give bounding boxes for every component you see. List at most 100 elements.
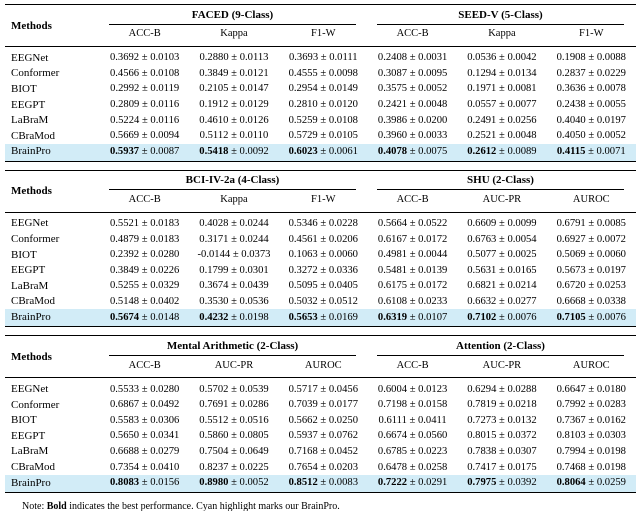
mean-value: 0.0536 [467,52,497,64]
metric-column-header: AUC-PR [457,190,547,213]
value-cell: 0.5664 ± 0.0522 [377,217,448,229]
value-cell: 0.4078 ± 0.0075 [367,143,458,162]
mean-value: 0.7992 [556,399,586,411]
mean-value: 0.8083 [109,477,140,489]
value-cell: 0.4610 ± 0.0126 [199,114,269,126]
metric-column-header: AUROC [278,355,368,379]
value-cell: 0.6609 ± 0.0099 [467,217,537,229]
value-cell: 0.1799 ± 0.0301 [199,264,269,276]
mean-value: 0.3849 [109,264,140,276]
value-cell: 0.4879 ± 0.0183 [109,233,180,245]
value-cell: 0.3692 ± 0.0103 [109,52,180,64]
mean-value: 0.7691 [199,399,229,411]
value-cell: 0.2612 ± 0.0089 [457,143,547,162]
mean-value: 0.8512 [288,477,318,489]
value-cell: 0.6720 ± 0.0253 [556,280,626,292]
value-cell: 0.2421 ± 0.0048 [377,99,448,111]
value-cell: 0.5729 ± 0.0105 [288,130,358,142]
table-row-brainpro: BrainPro 0.5937 ± 0.0087 0.5418 ± 0.0092 0.… [5,143,636,162]
mean-value: 0.3674 [199,280,229,292]
value-cell: 0.6867 ± 0.0492 [109,399,180,411]
value-cell: 0.7654 ± 0.0203 [288,461,358,473]
value-cell: 0.6175 ± 0.0172 [377,280,448,292]
value-cell: 0.6763 ± 0.0054 [467,233,537,245]
mean-value: 0.3530 [199,295,229,307]
method-name: EEGPT [11,264,46,277]
value-cell: 0.3171 ± 0.0244 [199,233,269,245]
mean-value: 0.6111 [378,414,407,426]
value-cell: 0.5259 ± 0.0108 [288,114,358,126]
value-cell: 0.5069 ± 0.0060 [556,249,626,261]
metric-column-header: F1-W [546,24,636,47]
table-row-brainpro: BrainPro 0.5674 ± 0.0148 0.4232 ± 0.0198 0.… [5,309,636,327]
mean-value: 0.5664 [377,217,408,229]
mean-value: 0.5937 [109,145,140,157]
mean-value: 0.2408 [377,52,408,64]
metric-column-header: ACC-B [367,24,458,47]
value-cell: 0.7992 ± 0.0283 [556,399,626,411]
metric-column-header: ACC-B [100,190,190,213]
mean-value: 0.6763 [467,233,497,245]
value-cell: 0.6821 ± 0.0214 [467,280,537,292]
mean-value: 0.1799 [199,264,229,276]
value-cell: 0.7102 ± 0.0076 [457,309,547,327]
table-row-conformer: Conformer 0.4566 ± 0.0108 0.3849 ± 0.0121 0… [5,66,636,82]
metric-column-header: ACC-B [367,190,458,213]
method-name: BIOT [11,82,37,95]
value-cell: 0.5669 ± 0.0094 [109,130,180,142]
mean-value: 0.6023 [288,145,318,157]
value-cell: 0.7994 ± 0.0198 [556,445,626,457]
metric-column-header: ACC-B [100,355,190,379]
value-cell: 0.2105 ± 0.0147 [199,83,269,95]
mean-value: 0.3636 [556,83,586,95]
metric-column-header: AUC-PR [189,355,279,379]
value-cell: 0.5583 ± 0.0306 [109,414,180,426]
dataset-group-title: Mental Arithmetic (2-Class) [109,337,356,356]
value-cell: 0.6004 ± 0.0123 [377,383,448,395]
value-cell: 0.7354 ± 0.0410 [109,461,180,473]
value-cell: 0.3272 ± 0.0336 [288,264,358,276]
mean-value: 0.3087 [377,67,408,79]
mean-value: 0.3960 [377,130,408,142]
method-name: EEGPT [11,98,46,111]
mean-value: 0.7819 [467,399,497,411]
method-name: LaBraM [11,114,49,127]
table-row-biot: BIOT 0.2392 ± 0.0280 -0.0144 ± 0.0373 0.106… [5,247,636,263]
dataset-group-header: SEED-V (5-Class) [368,5,636,25]
mean-value: 0.5224 [110,114,140,126]
value-cell: 0.4050 ± 0.0052 [556,130,626,142]
mean-value: 0.7168 [288,445,318,457]
mean-value: 0.2810 [288,99,318,111]
mean-value: 0.7354 [109,461,140,473]
value-cell: 0.5860 ± 0.0805 [199,430,269,442]
value-cell: 0.5077 ± 0.0025 [467,249,537,261]
methods-column-header: Methods [5,4,101,47]
mean-value: 0.5418 [199,145,229,157]
value-cell: 0.7468 ± 0.0198 [556,461,626,473]
mean-value: 0.7105 [556,311,586,323]
mean-value: 0.5095 [288,280,318,292]
value-cell: 0.2992 ± 0.0119 [110,83,180,95]
value-cell: 0.5032 ± 0.0512 [288,295,358,307]
mean-value: 0.7504 [199,445,229,457]
value-cell: 0.0536 ± 0.0042 [467,52,537,64]
mean-value: 0.8015 [467,430,497,442]
value-cell: 0.4115 ± 0.0071 [546,143,636,162]
mean-value: 0.5673 [556,264,586,276]
value-cell: 0.5112 ± 0.0110 [199,130,269,142]
mean-value: 0.7994 [556,445,586,457]
value-cell: 0.5662 ± 0.0250 [288,414,358,426]
metric-column-header: Kappa [189,190,279,213]
value-cell: 0.6319 ± 0.0107 [367,309,458,327]
metric-column-header: Kappa [189,24,279,47]
value-cell: 0.5095 ± 0.0405 [288,280,358,292]
dataset-group-title: SHU (2-Class) [376,171,624,191]
mean-value: 0.7273 [467,414,497,426]
mean-value: 0.6478 [377,461,408,473]
method-name: EEGPT [11,429,46,442]
value-cell: 0.1294 ± 0.0134 [467,67,537,79]
mean-value: 0.4981 [377,249,408,261]
value-cell: 0.4561 ± 0.0206 [288,233,358,245]
mean-value: 0.5521 [109,217,140,229]
value-cell: 0.6927 ± 0.0072 [556,233,626,245]
